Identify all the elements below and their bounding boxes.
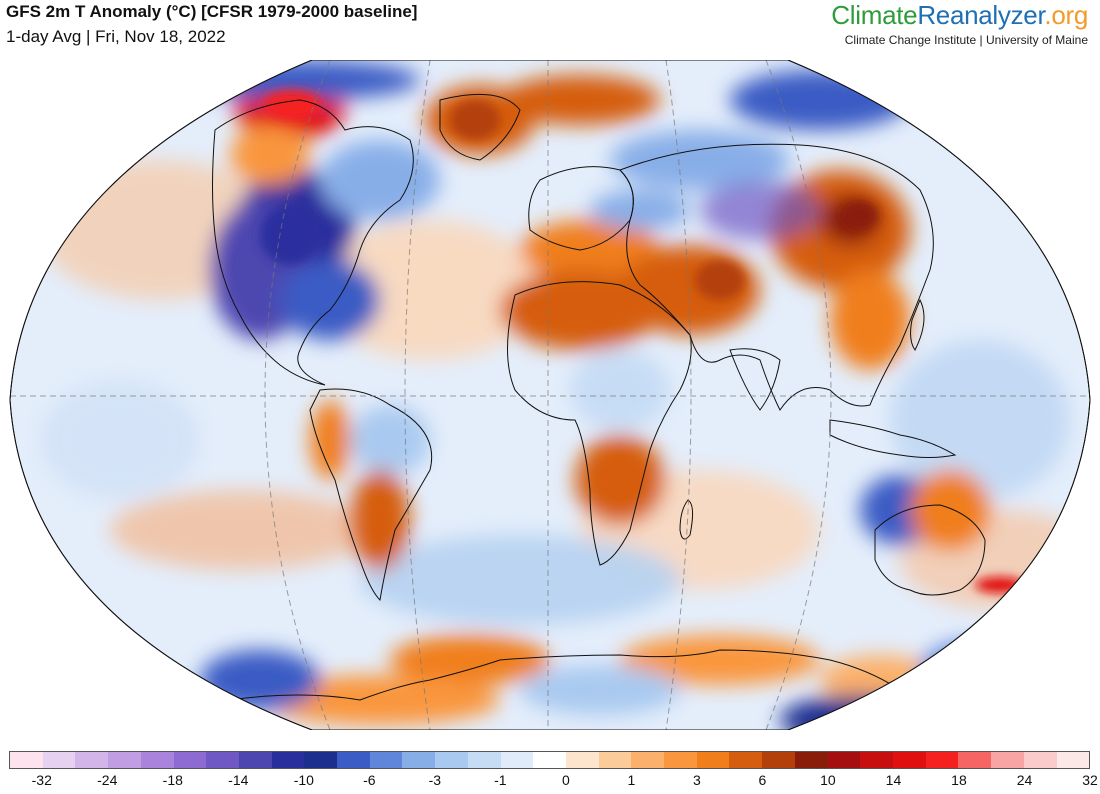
colorbar-tick-label: -3: [428, 772, 442, 788]
colorbar-tick-label: 3: [693, 772, 701, 788]
colorbar-swatch: [206, 752, 239, 768]
antarctica-outline: [229, 649, 991, 721]
brand-tagline: Climate Change Institute | University of…: [844, 33, 1088, 47]
colorbar-tick-label: 32: [1082, 772, 1098, 788]
map-subtitle: 1-day Avg | Fri, Nov 18, 2022: [6, 27, 226, 46]
asia-outline: [619, 143, 934, 411]
indonesia-outline: [829, 419, 957, 458]
colorbar-swatch: [827, 752, 861, 768]
coastlines: [212, 93, 1015, 721]
africa-outline: [507, 281, 692, 566]
colorbar-swatch: [1023, 752, 1057, 768]
australia-outline: [874, 504, 986, 596]
madagascar-outline: [679, 499, 694, 540]
colorbar-tick-label: -32: [31, 772, 52, 788]
colorbar-swatch: [108, 752, 141, 768]
colorbar-swatch: [892, 752, 926, 768]
colorbar-swatch: [925, 752, 959, 768]
india-outline: [729, 348, 781, 411]
colorbar-swatch: [500, 752, 534, 768]
colorbar-swatch: [140, 752, 174, 768]
anomaly-colorbar: [9, 751, 1090, 769]
colorbar-swatch: [565, 752, 599, 768]
greenland-outline: [439, 93, 521, 161]
colorbar-swatch: [337, 752, 370, 768]
colorbar-swatch: [238, 752, 272, 768]
colorbar-swatch: [75, 752, 109, 768]
world-anomaly-map: [9, 60, 1091, 730]
japan-outline: [910, 298, 925, 351]
colorbar-swatch: [369, 752, 403, 768]
brand-name-part3: .org: [1044, 0, 1088, 30]
colorbar-swatch: [304, 752, 338, 768]
colorbar-swatch: [958, 752, 992, 768]
colorbar-swatch: [991, 752, 1024, 768]
colorbar-tick-label: -24: [97, 772, 118, 788]
meridian-line: [665, 60, 692, 730]
colorbar-tick-label: -14: [228, 772, 249, 788]
map-title: GFS 2m T Anomaly (°C) [CFSR 1979-2000 ba…: [6, 2, 418, 21]
brand-name-part1: Climate: [831, 0, 918, 30]
colorbar-swatch: [42, 752, 76, 768]
colorbar-tick-label: -1: [494, 772, 507, 788]
colorbar-tick-labels: -32 -24 -18 -14 -10 -6 -3 -1 0 1 3 6 10 14 18 24 32: [9, 772, 1098, 792]
colorbar-tick-label: 1: [627, 772, 636, 788]
colorbar-tick-label: 18: [951, 772, 967, 788]
colorbar-tick-label: -18: [162, 772, 183, 788]
south-america-outline: [309, 388, 433, 602]
colorbar-tick-label: 14: [885, 772, 902, 788]
colorbar-swatch: [173, 752, 207, 768]
north-america-outline: [212, 99, 414, 386]
colorbar-swatch: [467, 752, 501, 768]
anomaly-field: [40, 60, 1090, 730]
colorbar-swatch: [10, 752, 43, 768]
colorbar-swatch: [631, 752, 665, 768]
colorbar-swatch: [271, 752, 305, 768]
colorbar-tick-label: 24: [1016, 772, 1033, 788]
colorbar-tick-label: 0: [561, 772, 570, 788]
graticule: [10, 60, 1090, 730]
colorbar-swatch: [533, 752, 566, 768]
new-zealand-outline: [969, 629, 1015, 658]
colorbar-swatch: [696, 752, 730, 768]
colorbar-swatch: [729, 752, 763, 768]
anomaly-hotspots: [260, 90, 1025, 593]
meridian-line: [264, 60, 331, 730]
colorbar-swatch: [435, 752, 468, 768]
meridian-line: [765, 60, 832, 730]
colorbar-swatch: [762, 752, 795, 768]
colorbar-tick-label: 6: [758, 772, 767, 788]
brand-logo[interactable]: ClimateReanalyzer.org: [831, 0, 1088, 31]
colorbar-swatch: [664, 752, 697, 768]
colorbar-tick-label: -10: [293, 772, 314, 788]
colorbar-tick-label: 10: [820, 772, 836, 788]
meridian-line: [404, 60, 431, 730]
colorbar-swatch: [1056, 752, 1090, 768]
colorbar-swatch: [598, 752, 632, 768]
europe-outline: [528, 166, 634, 251]
colorbar-swatch: [402, 752, 436, 768]
colorbar-swatch: [860, 752, 893, 768]
colorbar-swatch: [794, 752, 828, 768]
brand-name-part2: Reanalyzer: [917, 0, 1045, 30]
colorbar-tick-label: -6: [363, 772, 376, 788]
